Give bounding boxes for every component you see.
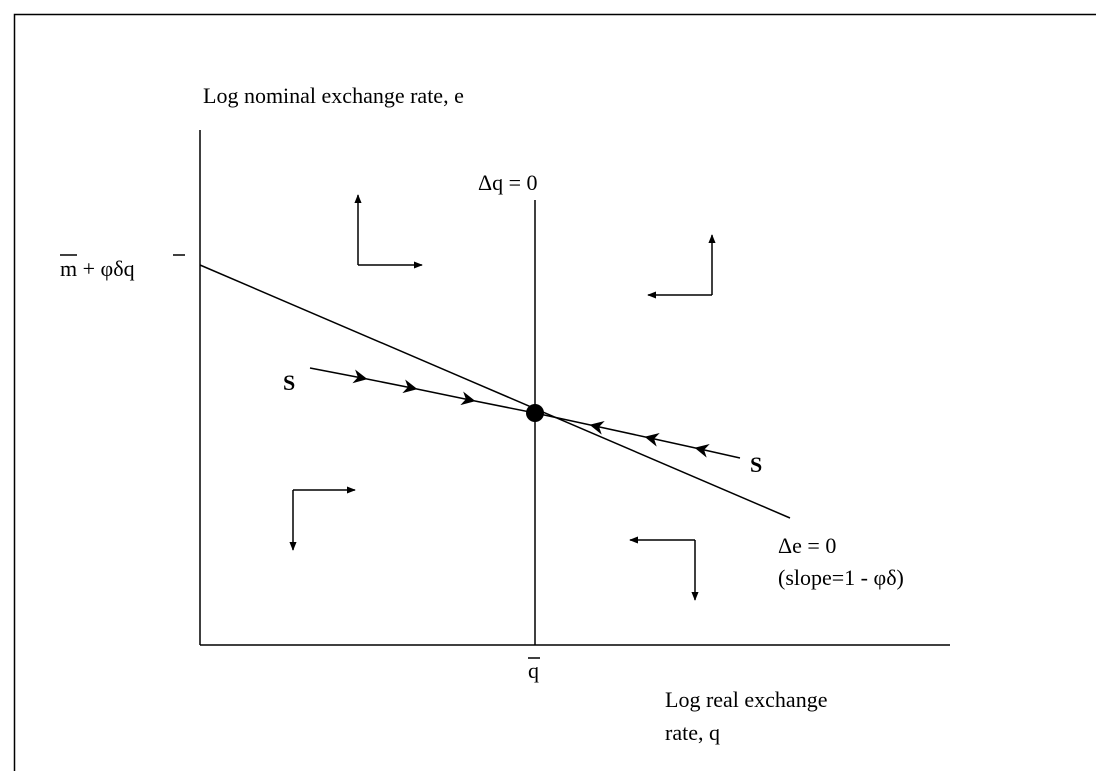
saddle-label: S xyxy=(750,452,762,477)
equilibrium xyxy=(526,404,544,422)
direction-arrows xyxy=(289,194,716,601)
qbar-label: q xyxy=(528,658,539,683)
intercept-label: m + φδq xyxy=(60,256,135,281)
de-zero-line xyxy=(199,264,791,519)
de-label: Δe = 0 xyxy=(778,533,836,558)
saddle-label: S xyxy=(283,370,295,395)
y-axis-label: Log nominal exchange rate, e xyxy=(203,83,464,108)
overbars xyxy=(60,254,540,659)
x-axis-label: rate, q xyxy=(665,720,720,745)
frame xyxy=(13,13,1096,771)
slope-label: (slope=1 - φδ) xyxy=(778,565,904,590)
x-axis-label: Log real exchange xyxy=(665,687,827,712)
saddle-path xyxy=(309,367,741,459)
dq-label: Δq = 0 xyxy=(478,170,538,195)
